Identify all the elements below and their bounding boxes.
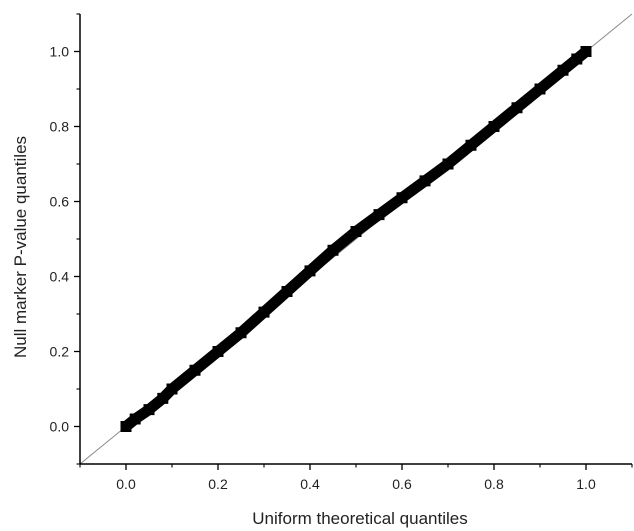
- data-point: [327, 244, 339, 256]
- data-point: [373, 209, 385, 221]
- data-point: [511, 102, 523, 114]
- data-point: [281, 286, 293, 297]
- data-point: [557, 64, 569, 76]
- x-tick-label: 0.4: [300, 476, 320, 492]
- plot-area: [79, 13, 633, 465]
- data-point: [534, 83, 546, 95]
- data-point: [189, 364, 201, 376]
- data-point: [129, 413, 141, 425]
- y-tick-label: 0.8: [50, 119, 70, 135]
- data-point: [143, 404, 155, 416]
- data-point: [580, 46, 592, 57]
- y-tick-label: 1.0: [50, 44, 70, 60]
- y-axis-label: Null marker P-value quantiles: [11, 136, 30, 358]
- data-point: [157, 392, 169, 404]
- y-tick-label: 0.2: [50, 344, 70, 360]
- y-tick-label: 0.0: [50, 419, 70, 435]
- data-point: [304, 265, 316, 277]
- y-tick-label: 0.4: [50, 269, 70, 285]
- data-point: [396, 192, 408, 204]
- data-point: [212, 346, 224, 357]
- data-point: [350, 226, 362, 237]
- data-point: [120, 421, 132, 432]
- x-tick-label: 1.0: [576, 476, 596, 492]
- x-axis-label: Uniform theoretical quantiles: [252, 509, 467, 528]
- data-point: [235, 327, 247, 339]
- y-tick-label: 0.6: [50, 194, 70, 210]
- x-tick-label: 0.0: [116, 476, 136, 492]
- data-point: [465, 139, 477, 151]
- x-tick-label: 0.8: [484, 476, 504, 492]
- x-tick-label: 0.2: [208, 476, 228, 492]
- data-point: [419, 175, 431, 187]
- data-point: [571, 53, 583, 65]
- data-point: [258, 306, 270, 318]
- axes: 0.0 0.2 0.4 0.6 0.8 1.0 0.0 0.2 0.4 0.6 0.8 1.0: [50, 13, 633, 492]
- data-point: [442, 158, 454, 170]
- x-tick-label: 0.6: [392, 476, 412, 492]
- data-point: [166, 383, 178, 395]
- data-point: [488, 121, 500, 132]
